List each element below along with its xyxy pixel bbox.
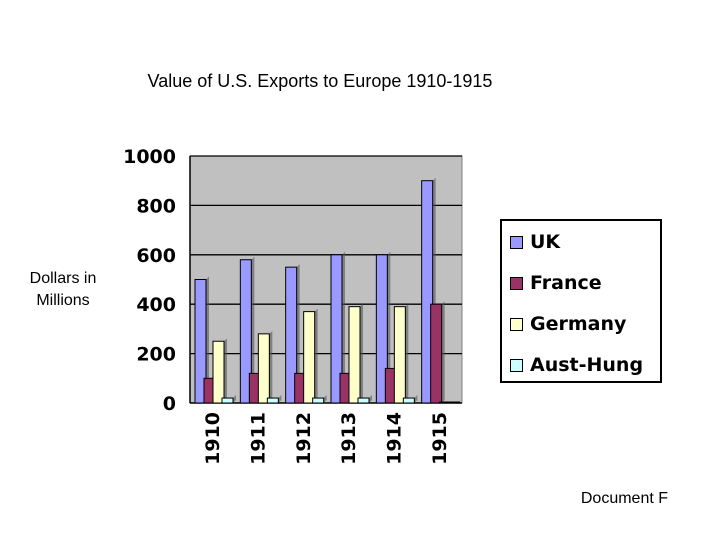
- bar-side-1912-germany: [314, 308, 318, 403]
- legend-label-germany: Germany: [530, 313, 627, 335]
- bar-side-1914-germany: [405, 303, 409, 403]
- bar-1913-aust-hung: [357, 397, 370, 404]
- bar-1915-aust-hung: [448, 401, 461, 404]
- legend-swatch-aust-hung: [510, 358, 523, 372]
- bar-1913-uk: [330, 254, 343, 404]
- legend-item-france: France: [510, 268, 602, 298]
- bar-1911-germany: [257, 333, 270, 404]
- legend-item-aust-hung: Aust-Hung: [510, 350, 643, 380]
- legend-swatch-uk: [510, 235, 523, 249]
- bar-side-1914-aust-hung: [414, 395, 418, 403]
- legend-item-germany: Germany: [510, 309, 626, 339]
- bar-1911-uk: [239, 259, 252, 404]
- plot-area: [189, 155, 463, 404]
- bar-1915-france: [430, 303, 443, 404]
- x-tick-label-1911: 1911: [248, 412, 270, 465]
- bar-1913-germany: [348, 306, 361, 404]
- bar-1914-germany: [393, 306, 406, 404]
- y-tick-label-1000: 1000: [123, 146, 176, 168]
- bar-side-1911-aust-hung: [278, 395, 282, 403]
- bar-side-1911-uk: [251, 256, 255, 403]
- bar-1910-uk: [194, 279, 207, 404]
- bar-1915-uk: [421, 180, 434, 404]
- legend-swatch-france: [510, 276, 523, 290]
- document-label: Document F: [580, 490, 668, 507]
- legend-label-aust-hung: Aust-Hung: [530, 354, 644, 376]
- bar-side-1913-germany: [360, 303, 363, 403]
- y-tick-label-200: 200: [136, 344, 176, 366]
- bar-1914-uk: [375, 254, 388, 404]
- legend-label-france: France: [530, 272, 602, 294]
- x-tick-label-1913: 1913: [338, 412, 360, 465]
- y-axis-label-line-1: Dollars in: [29, 270, 97, 287]
- bar-1912-aust-hung: [312, 397, 325, 404]
- x-tick-label-1914: 1914: [384, 412, 406, 465]
- chart-title: Value of U.S. Exports to Europe 1910-191…: [147, 71, 493, 91]
- y-tick-label-800: 800: [136, 195, 176, 217]
- bar-1912-uk: [285, 266, 298, 404]
- x-tick-label-1912: 1912: [293, 412, 315, 465]
- bar-1914-aust-hung: [402, 397, 415, 404]
- bar-side-1913-uk: [342, 251, 345, 403]
- y-tick-label-400: 400: [136, 294, 176, 316]
- bar-side-1912-uk: [296, 264, 300, 403]
- bar-side-1910-uk: [206, 276, 209, 403]
- bar-side-1910-aust-hung: [233, 395, 236, 403]
- bar-side-1912-aust-hung: [323, 395, 327, 403]
- bar-side-1915-france: [441, 301, 445, 403]
- x-tick-label-1910: 1910: [202, 412, 224, 465]
- bar-side-1911-germany: [269, 330, 273, 403]
- y-tick-label-600: 600: [136, 245, 176, 267]
- bar-side-1913-aust-hung: [369, 395, 372, 403]
- legend: UK France Germany Aust-Hung: [500, 219, 662, 383]
- y-axis-label: Dollars in Millions: [8, 268, 118, 312]
- bar-1912-germany: [303, 311, 316, 404]
- bar-1910-germany: [212, 340, 225, 404]
- bar-1911-aust-hung: [266, 397, 279, 404]
- bar-side-1910-germany: [224, 338, 227, 403]
- legend-item-uk: UK: [510, 227, 560, 257]
- legend-swatch-germany: [510, 317, 523, 331]
- legend-label-uk: UK: [530, 231, 561, 253]
- x-tick-label-1915: 1915: [429, 412, 451, 465]
- y-tick-label-0: 0: [163, 393, 176, 415]
- bar-1910-aust-hung: [221, 397, 234, 404]
- y-axis-label-line-2: Millions: [36, 292, 90, 309]
- bar-side-1914-uk: [387, 251, 391, 403]
